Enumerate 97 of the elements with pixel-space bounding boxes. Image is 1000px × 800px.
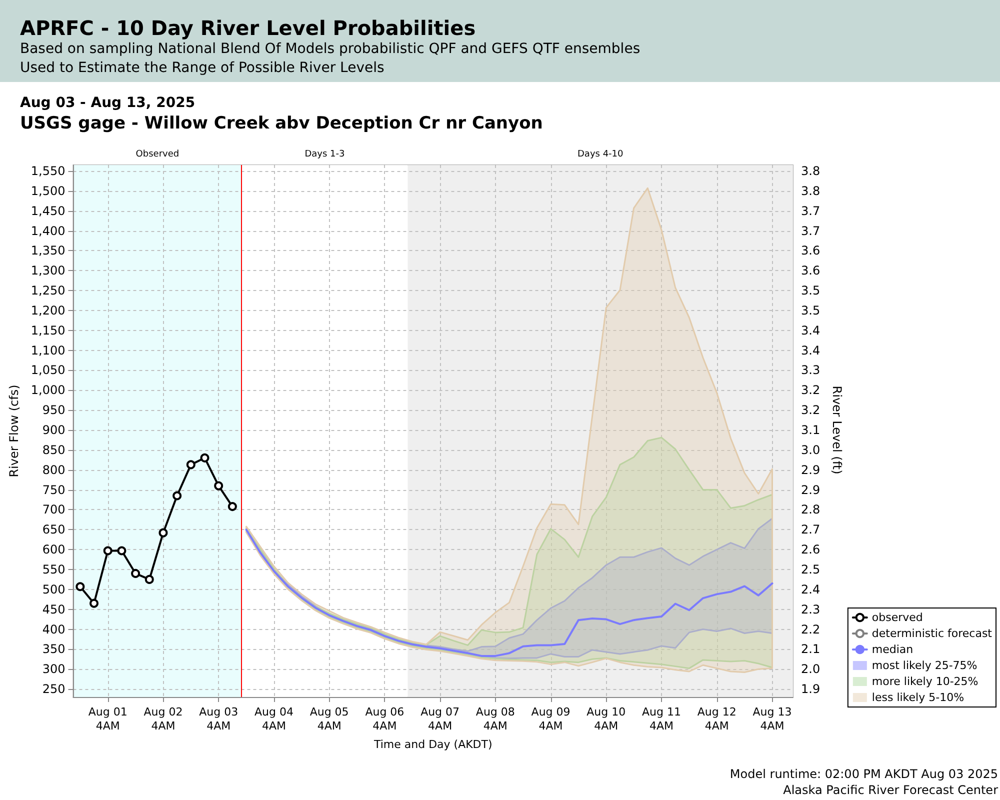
point (186, 460, 196, 470)
category-label: 3.2 (801, 383, 820, 398)
y-tick-label: 1,000 (30, 383, 66, 398)
text: Model runtime: 02:00 PM AKDT Aug 03 2025 (730, 767, 998, 781)
chart-subtitle: Based on sampling National Blend Of Models probabilistic QPF and GEFS QTF ensembles Used to Estimate the Range of Possible River Levels (20, 40, 642, 78)
legend-label: less likely 5-10% (872, 691, 964, 704)
point (172, 491, 182, 500)
band-label: Days 4-10 (578, 150, 624, 160)
category-label: 3.3 (801, 363, 820, 378)
y-tick-label: 650 (42, 522, 66, 537)
category-label: 3.6 (801, 244, 820, 258)
y-tick-label: 800 (42, 462, 66, 477)
category-label: 3.6 (801, 264, 820, 278)
y-tick-label: 300 (42, 662, 66, 676)
x-tick-label: Aug 04 4AM (254, 706, 294, 732)
y-tick-label: 1,250 (30, 284, 66, 298)
legend-label: most likely 25-75% (872, 659, 978, 672)
text: Aug 03 - Aug 13, 2025 (20, 95, 196, 111)
x-tick-label: Aug 01 4AM (88, 706, 128, 732)
category-label: 2.7 (801, 522, 820, 537)
category-label: 2.6 (801, 542, 820, 557)
point (131, 568, 140, 578)
x-tick-label: Aug 12 4AM (697, 706, 736, 732)
text: Alaska Pacific River Forecast Center (783, 783, 998, 797)
y-tick-label: 900 (42, 423, 66, 438)
y-tick-label: 450 (42, 602, 66, 616)
y-tick-label: 550 (42, 562, 66, 576)
point (103, 546, 112, 556)
category-label: 2.9 (801, 482, 820, 497)
y-tick-label: 700 (42, 502, 66, 517)
category-label: 3.4 (801, 323, 820, 338)
category-label: 3.8 (801, 164, 820, 178)
y-tick-label: 400 (42, 622, 66, 636)
x-tick-label: Aug 05 4AM (310, 706, 349, 732)
category-label: 3.0 (801, 442, 820, 457)
x-tick-label: Aug 11 4AM (642, 706, 681, 732)
category-label: 2.3 (801, 602, 820, 616)
point (117, 546, 126, 556)
category-label: 3.7 (801, 204, 820, 218)
y-tick-label: 850 (42, 442, 66, 457)
x-tick-label: Aug 06 4AM (365, 706, 404, 732)
y-tick-label: 1,300 (30, 264, 66, 278)
category-label: 1.9 (801, 682, 820, 696)
category-label: 3.1 (801, 423, 820, 438)
chart-title: APRFC - 10 Day River Level Probabilities (20, 16, 477, 40)
y-tick-label: 250 (42, 682, 66, 696)
y-tick-label: 1,550 (30, 164, 66, 178)
y-tick-label: 1,400 (30, 224, 66, 238)
point (214, 481, 224, 490)
category-label: 2.2 (801, 622, 820, 636)
band-label: Observed (136, 150, 180, 160)
category-label: 2.4 (801, 582, 820, 596)
category-label: 2.1 (801, 642, 820, 656)
y-tick-label: 1,450 (30, 204, 66, 218)
category-label: 2.8 (801, 502, 820, 517)
y-tick-label: 500 (42, 582, 66, 596)
y-tick-label: 1,350 (30, 244, 66, 258)
text: USGS gage - Willow Creek abv Deception Cr nr Canyon (20, 114, 543, 134)
category-label: 3.7 (801, 224, 820, 238)
point (158, 528, 168, 538)
y-tick-label: 1,500 (30, 184, 66, 198)
x-tick-label: Aug 13 4AM (752, 706, 792, 732)
legend-label: median (872, 643, 914, 656)
point (144, 574, 154, 584)
y-tick-label: 1,150 (30, 323, 66, 338)
category-label: 3.4 (801, 343, 820, 358)
y-tick-label: 1,200 (30, 303, 66, 318)
y-axis-title: River Flow (cfs) (7, 384, 21, 478)
legend-label: more likely 10-25% (872, 675, 978, 688)
y-tick-label: 600 (42, 542, 66, 557)
x-tick-label: Aug 02 4AM (144, 706, 183, 732)
point (76, 582, 85, 592)
y-tick-label: 350 (42, 642, 66, 656)
legend-label: observed (872, 611, 923, 624)
y-tick-label: 1,050 (30, 363, 66, 378)
point (90, 598, 99, 608)
x-axis-title: Time and Day (AKDT) (372, 738, 492, 751)
x-tick-label: Aug 08 4AM (476, 706, 515, 732)
category-label: 3.5 (801, 284, 820, 298)
x-tick-label: Aug 07 4AM (420, 706, 460, 732)
category-label: 2.0 (801, 662, 820, 676)
y-tick-label: 950 (42, 403, 66, 418)
category-label: 2.5 (801, 562, 820, 576)
y-tick-label: 750 (42, 482, 66, 497)
x-tick-label: Aug 10 4AM (586, 706, 626, 732)
category-label: 3.2 (801, 403, 820, 418)
legend-label: deterministic forecast (872, 627, 993, 640)
point (200, 453, 210, 462)
y2-axis-title: River Level (ft) (830, 386, 844, 474)
category-label: 3.8 (801, 184, 820, 198)
category-label: 2.9 (801, 462, 820, 477)
y-tick-label: 1,100 (30, 343, 66, 358)
x-tick-label: Aug 03 4AM (199, 706, 238, 732)
band-label: Days 1-3 (304, 150, 345, 160)
point (228, 502, 237, 512)
category-label: 3.5 (801, 303, 820, 318)
x-tick-label: Aug 09 4AM (531, 706, 570, 732)
